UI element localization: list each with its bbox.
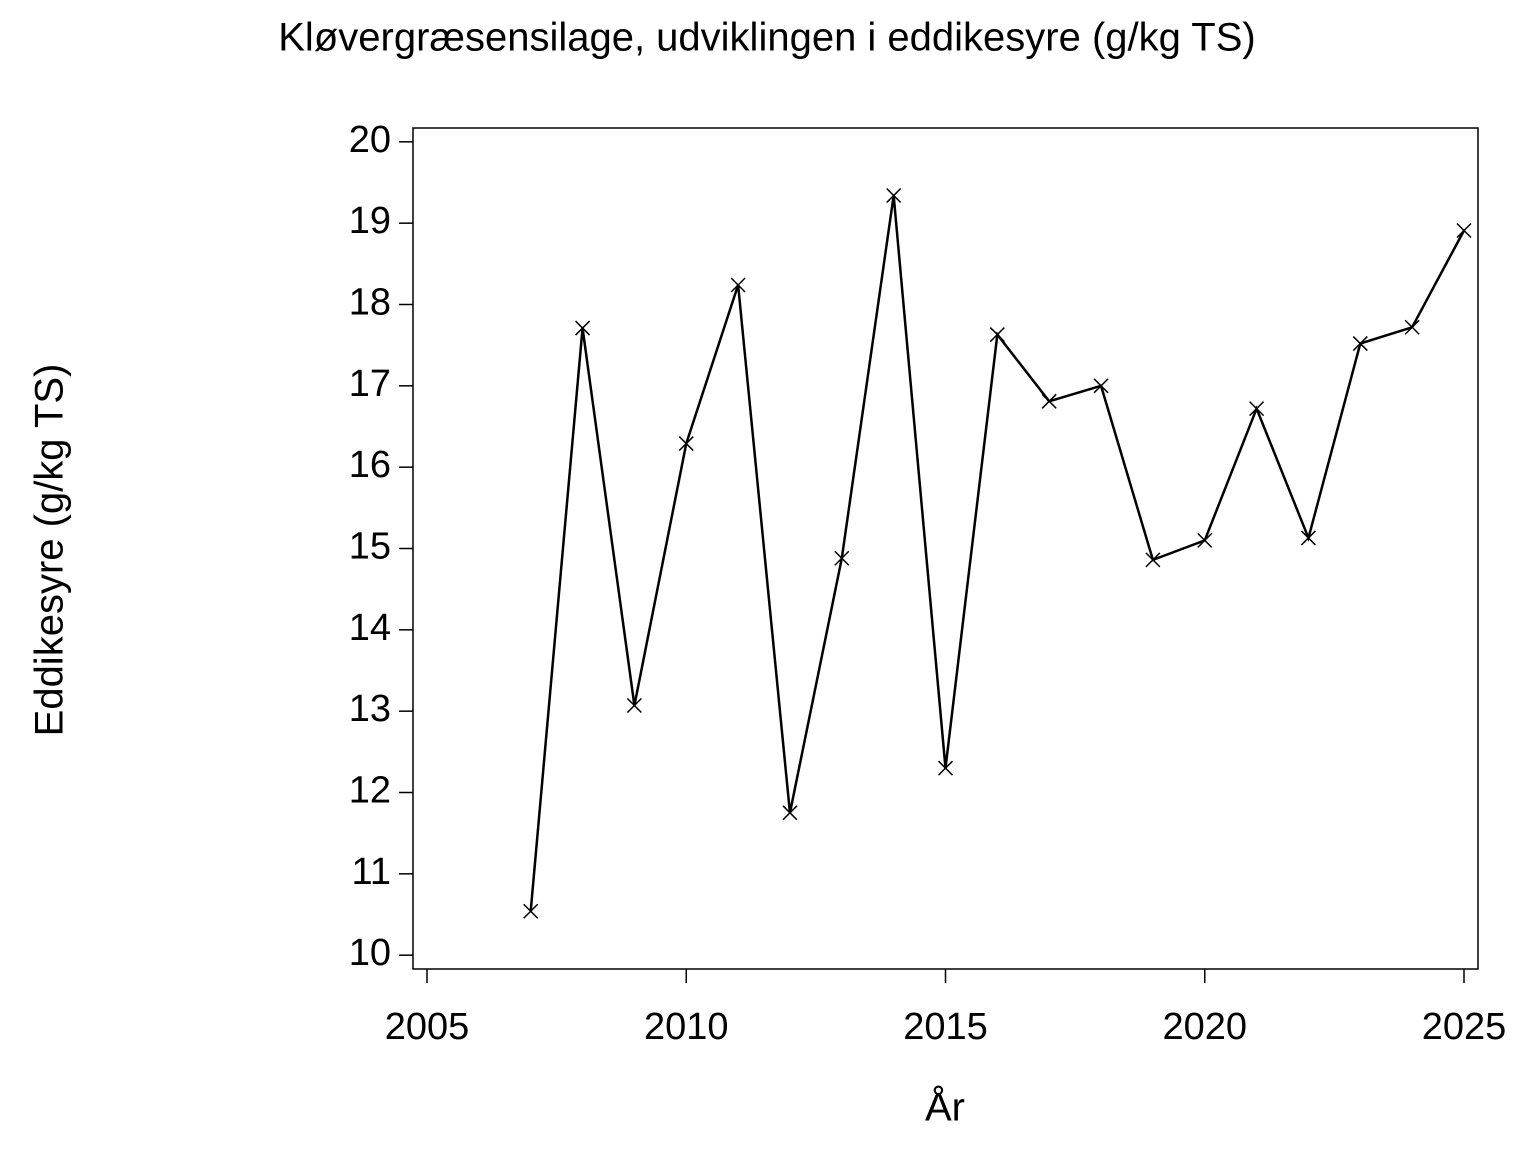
x-tick-label: 2025 bbox=[1422, 1006, 1507, 1048]
data-marker bbox=[730, 277, 746, 293]
data-marker bbox=[1093, 378, 1109, 394]
y-tick-label: 13 bbox=[349, 688, 391, 730]
data-marker bbox=[1145, 552, 1161, 568]
chart-title: Kløvergræsensilage, udviklingen i eddike… bbox=[278, 16, 1255, 60]
data-marker bbox=[782, 805, 798, 821]
x-tick-label: 2005 bbox=[385, 1006, 470, 1048]
data-marker bbox=[575, 320, 591, 336]
y-axis-label: Eddikesyre (g/kg TS) bbox=[28, 364, 72, 737]
data-marker bbox=[1352, 336, 1368, 352]
x-tick-label: 2020 bbox=[1162, 1006, 1247, 1048]
data-marker bbox=[1197, 532, 1213, 548]
y-tick-label: 18 bbox=[349, 282, 391, 324]
y-tick-label: 12 bbox=[349, 770, 391, 812]
data-marker bbox=[626, 697, 642, 714]
x-tick-label: 2015 bbox=[903, 1006, 988, 1048]
data-marker bbox=[1456, 222, 1472, 239]
y-tick-label: 11 bbox=[352, 851, 391, 893]
y-tick-label: 10 bbox=[349, 932, 391, 974]
data-marker bbox=[1249, 401, 1265, 417]
y-tick-label: 14 bbox=[349, 607, 391, 649]
data-marker bbox=[886, 187, 902, 204]
y-tick-label: 20 bbox=[349, 119, 391, 161]
data-marker bbox=[1300, 530, 1316, 546]
x-axis-label: År bbox=[925, 1085, 965, 1130]
y-tick-label: 17 bbox=[349, 363, 391, 405]
data-marker bbox=[523, 903, 539, 919]
data-marker bbox=[678, 436, 694, 452]
data-marker bbox=[1041, 393, 1057, 409]
data-marker bbox=[834, 550, 850, 566]
x-tick-label: 2010 bbox=[644, 1006, 729, 1048]
data-line bbox=[529, 195, 1466, 912]
data-marker bbox=[1404, 319, 1420, 335]
y-tick-label: 16 bbox=[349, 444, 391, 486]
y-tick-label: 19 bbox=[349, 200, 391, 242]
y-tick-label: 15 bbox=[349, 526, 391, 568]
data-marker bbox=[989, 327, 1005, 343]
plot-frame bbox=[412, 127, 1479, 970]
data-marker bbox=[937, 760, 954, 776]
